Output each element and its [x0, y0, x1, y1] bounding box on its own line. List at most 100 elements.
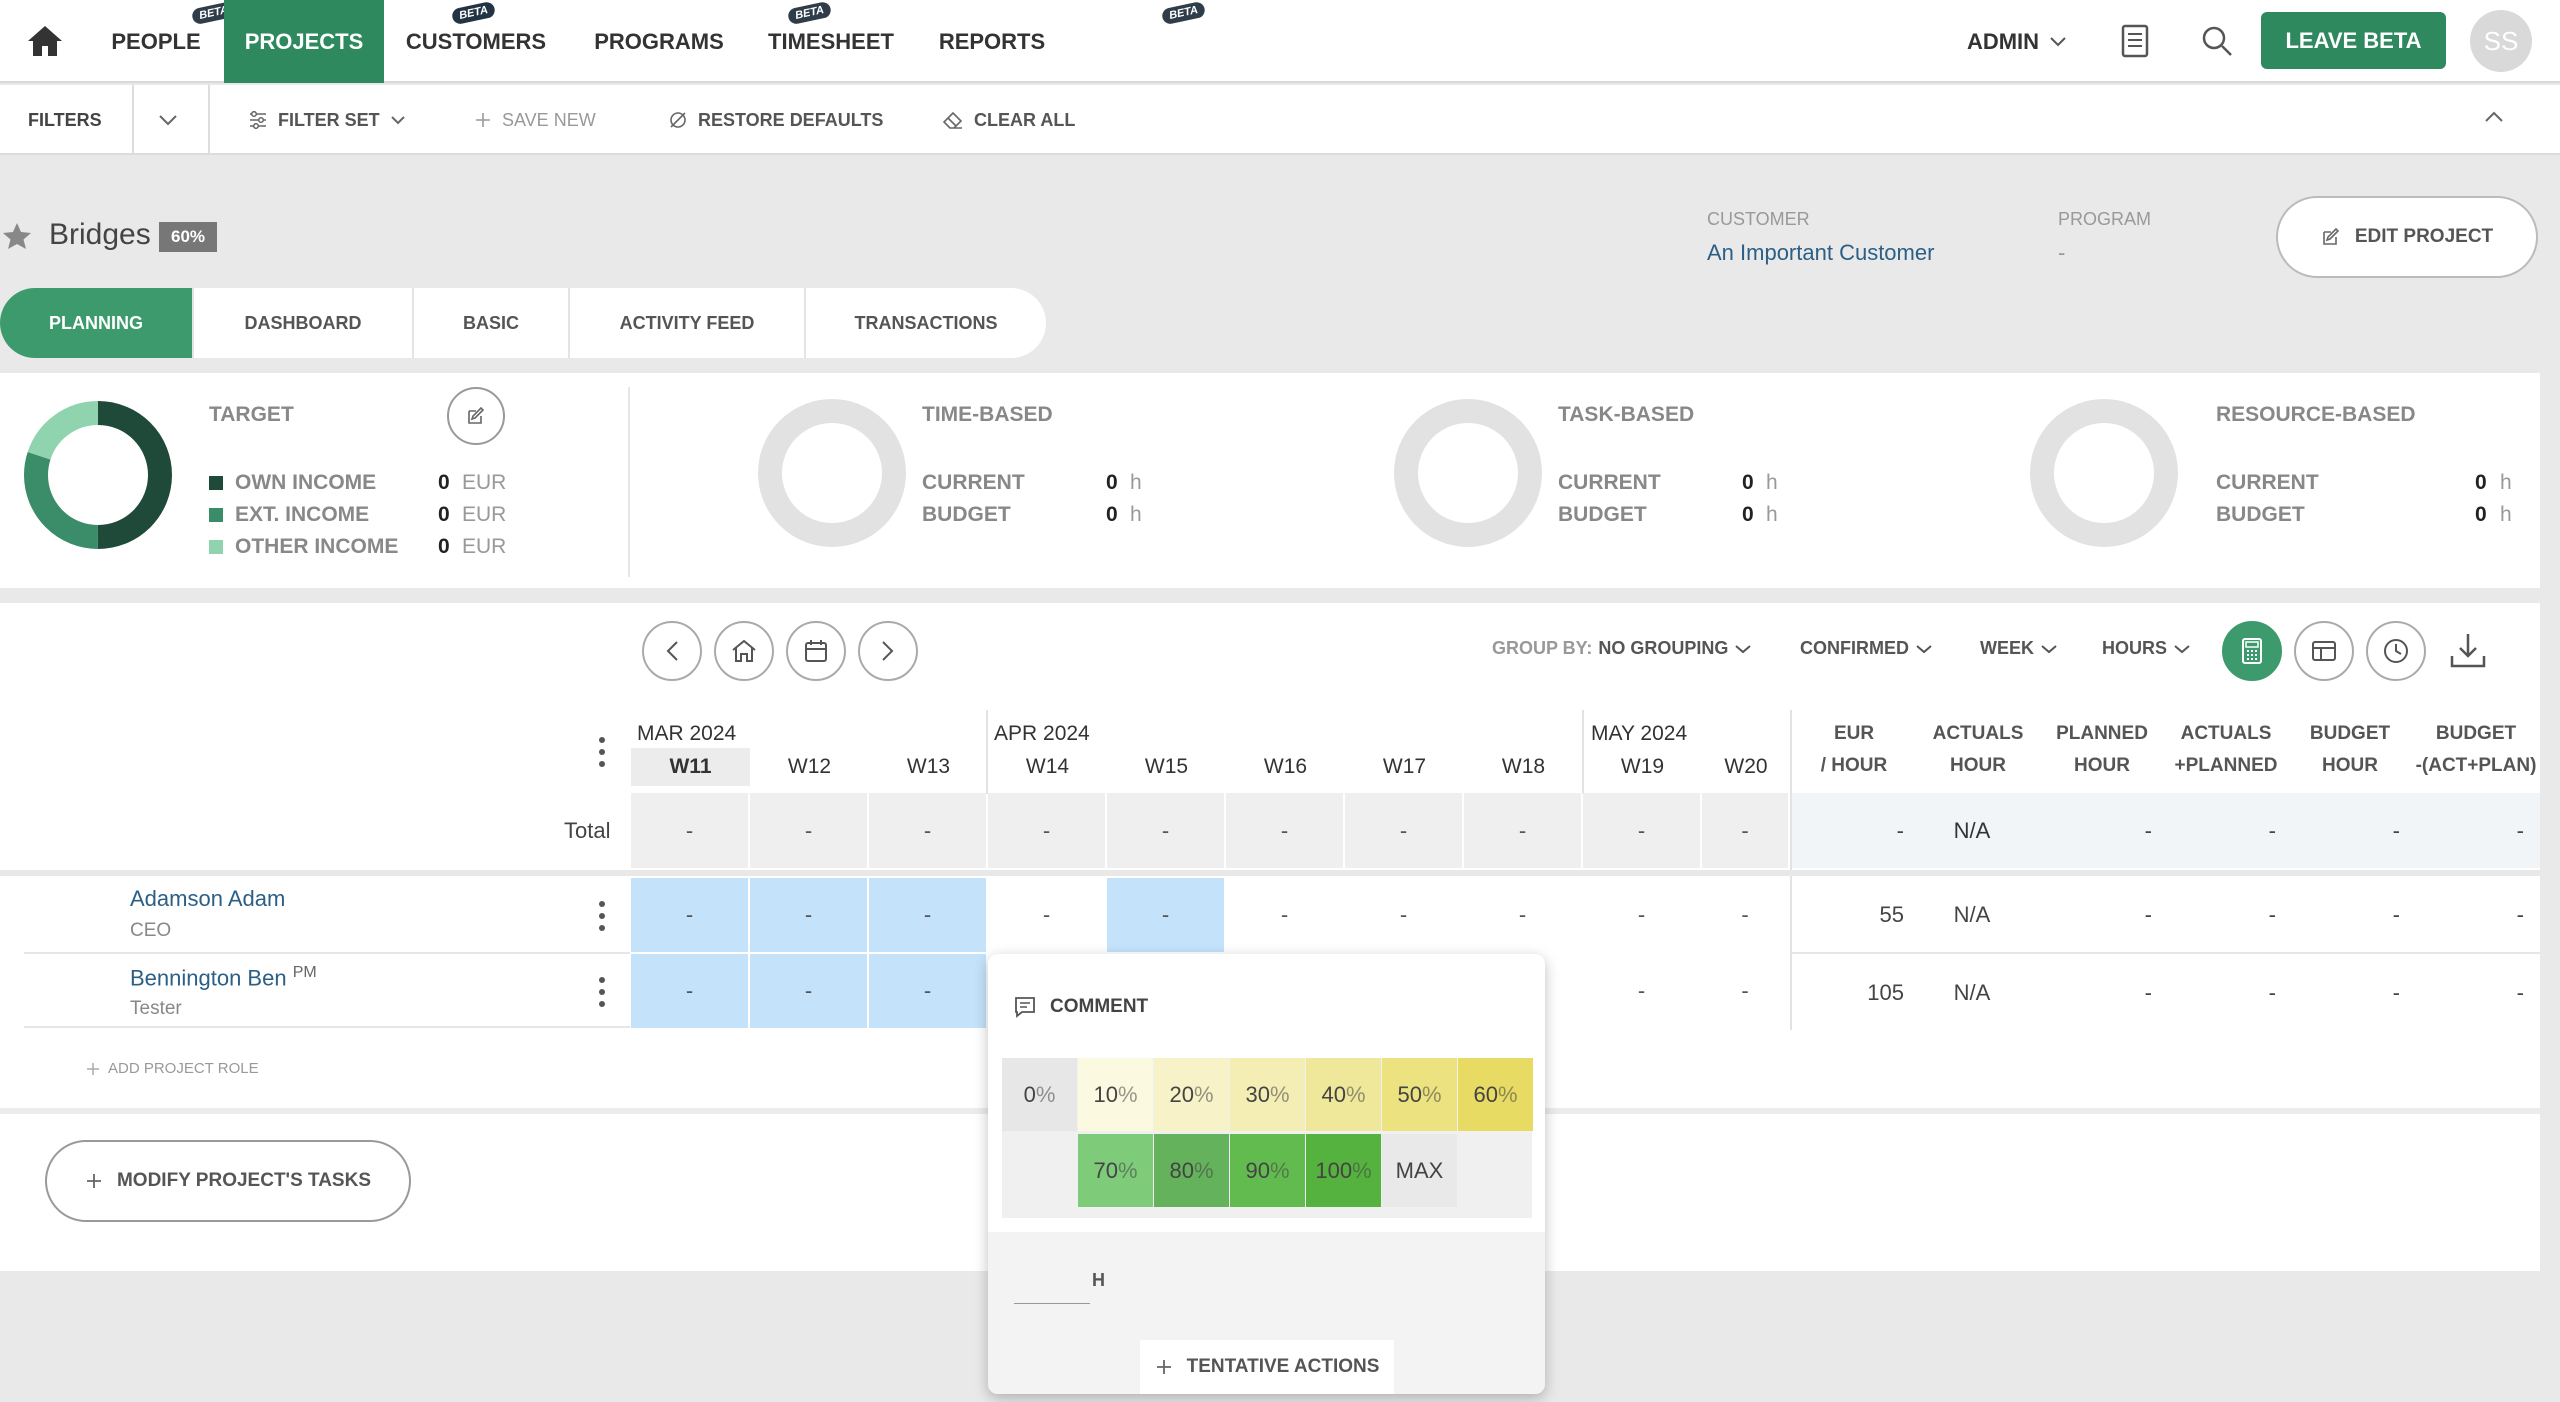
- total-week-cell[interactable]: -: [1583, 793, 1700, 868]
- week-header[interactable]: W16: [1263, 755, 1308, 778]
- favorite-star-icon[interactable]: [2, 222, 32, 250]
- table-view-button[interactable]: [2294, 621, 2354, 681]
- percent-option[interactable]: 70%: [1078, 1134, 1153, 1207]
- percent-option[interactable]: 90%: [1230, 1134, 1305, 1207]
- week-header[interactable]: W13: [906, 755, 951, 778]
- week-header[interactable]: W19: [1620, 755, 1665, 778]
- percent-option[interactable]: 100%: [1306, 1134, 1381, 1207]
- person-name[interactable]: Bennington Ben PM: [130, 964, 317, 991]
- allocation-cell[interactable]: -: [1042, 902, 1051, 927]
- resource-budget-label: BUDGET: [2216, 503, 2305, 526]
- admin-menu[interactable]: ADMIN: [1958, 0, 2076, 83]
- edit-project-button[interactable]: EDIT PROJECT: [2276, 196, 2538, 278]
- filter-set-dropdown[interactable]: FILTER SET: [248, 85, 406, 155]
- percent-option[interactable]: 50%: [1382, 1058, 1457, 1131]
- allocation-cell[interactable]: -: [631, 954, 748, 1028]
- allocation-cell[interactable]: -: [750, 954, 867, 1028]
- total-week-cell[interactable]: -: [869, 793, 986, 868]
- status-dropdown[interactable]: CONFIRMED: [1800, 638, 1933, 659]
- next-period-button[interactable]: [858, 621, 918, 681]
- tab-transactions[interactable]: TRANSACTIONS: [854, 312, 998, 333]
- week-header[interactable]: W14: [1025, 755, 1070, 778]
- allocation-cell[interactable]: -: [1280, 902, 1289, 927]
- week-header[interactable]: W18: [1501, 755, 1546, 778]
- week-header[interactable]: W11: [631, 748, 750, 786]
- tab-activity-feed[interactable]: ACTIVITY FEED: [570, 288, 806, 358]
- total-week-cell[interactable]: -: [1345, 793, 1462, 868]
- leave-beta-button[interactable]: LEAVE BETA: [2261, 12, 2446, 69]
- row-options-icon[interactable]: [592, 898, 612, 934]
- download-icon[interactable]: [2448, 630, 2488, 670]
- total-week-cell[interactable]: -: [1702, 793, 1788, 868]
- allocation-cell[interactable]: -: [869, 878, 986, 952]
- person-name[interactable]: Adamson Adam: [130, 886, 286, 911]
- nav-customers[interactable]: BETA CUSTOMERS: [396, 0, 833, 83]
- total-week-cell[interactable]: -: [988, 793, 1105, 868]
- customer-link[interactable]: An Important Customer: [1707, 240, 1935, 265]
- timeline-view-button[interactable]: [2366, 621, 2426, 681]
- percent-option[interactable]: 0%: [1002, 1058, 1077, 1131]
- save-new-button[interactable]: SAVE NEW: [474, 85, 596, 155]
- edit-target-button[interactable]: [447, 387, 505, 445]
- nav-reports[interactable]: REPORTS: [932, 0, 1052, 83]
- percent-option[interactable]: 60%: [1458, 1058, 1533, 1131]
- hours-input[interactable]: [1014, 1272, 1090, 1304]
- edit-project-label: EDIT PROJECT: [2354, 226, 2494, 247]
- allocation-cell[interactable]: -: [1399, 902, 1408, 927]
- avatar[interactable]: SS: [2470, 10, 2532, 72]
- nav-people[interactable]: BETA PEOPLE: [100, 0, 237, 83]
- total-week-cell[interactable]: -: [1107, 793, 1224, 868]
- tab-basic[interactable]: BASIC: [414, 288, 570, 358]
- allocation-cell[interactable]: -: [869, 954, 986, 1028]
- unit-dropdown[interactable]: HOURS: [2102, 638, 2191, 659]
- week-header[interactable]: W20: [1724, 755, 1768, 778]
- date-picker-button[interactable]: [786, 621, 846, 681]
- modify-tasks-button[interactable]: MODIFY PROJECT'S TASKS: [45, 1140, 411, 1222]
- nav-projects[interactable]: BETA PROJECTS: [224, 0, 497, 83]
- group-by-dropdown[interactable]: GROUP BY: NO GROUPING: [1492, 638, 1752, 659]
- allocation-cell[interactable]: -: [1518, 902, 1527, 927]
- percent-option[interactable]: 30%: [1230, 1058, 1305, 1131]
- week-header[interactable]: W12: [787, 755, 832, 778]
- allocation-cell[interactable]: -: [750, 878, 867, 952]
- allocation-cell[interactable]: -: [1637, 978, 1646, 1003]
- period-dropdown[interactable]: WEEK: [1980, 638, 2058, 659]
- edit-icon: [468, 406, 485, 424]
- allocation-cell[interactable]: -: [1107, 878, 1224, 952]
- home-icon[interactable]: [26, 24, 64, 58]
- week-header[interactable]: W17: [1382, 755, 1427, 778]
- percent-option[interactable]: 80%: [1154, 1134, 1229, 1207]
- tab-planning[interactable]: PLANNING: [0, 288, 194, 358]
- nav-timesheet[interactable]: TIMESHEET: [764, 0, 898, 83]
- grid-options-icon[interactable]: [592, 734, 612, 770]
- percent-option[interactable]: 10%: [1078, 1058, 1153, 1131]
- allocation-cell[interactable]: -: [631, 878, 748, 952]
- prev-period-button[interactable]: [642, 621, 702, 681]
- collapse-filters-icon[interactable]: [2484, 111, 2504, 123]
- total-week-cell[interactable]: -: [631, 793, 748, 868]
- restore-defaults-button[interactable]: RESTORE DEFAULTS: [668, 85, 883, 155]
- add-project-role-button[interactable]: ADD PROJECT ROLE: [86, 1060, 259, 1077]
- clear-all-button[interactable]: CLEAR ALL: [942, 85, 1075, 155]
- row-options-icon[interactable]: [592, 974, 612, 1010]
- notebook-icon[interactable]: [2120, 24, 2150, 58]
- percent-option[interactable]: 20%: [1154, 1058, 1229, 1131]
- comment-button[interactable]: COMMENT: [1014, 996, 1148, 1018]
- percent-option-max[interactable]: MAX: [1382, 1134, 1457, 1207]
- allocation-cell[interactable]: -: [1741, 902, 1749, 927]
- total-week-cell[interactable]: -: [1226, 793, 1343, 868]
- tab-dashboard[interactable]: DASHBOARD: [194, 288, 414, 358]
- week-header[interactable]: W15: [1144, 755, 1189, 778]
- calculator-view-button[interactable]: [2222, 621, 2282, 681]
- filters-toggle[interactable]: [158, 85, 178, 155]
- tentative-actions-button[interactable]: TENTATIVE ACTIONS: [1140, 1340, 1394, 1394]
- nav-programs[interactable]: BETA PROGRAMS: [584, 0, 1207, 83]
- allocation-cell[interactable]: -: [1741, 978, 1749, 1003]
- percent-option[interactable]: 40%: [1306, 1058, 1381, 1131]
- allocation-cell[interactable]: -: [1637, 902, 1646, 927]
- search-icon[interactable]: [2200, 24, 2234, 58]
- percent-sign: %: [1269, 1157, 1290, 1183]
- total-week-cell[interactable]: -: [750, 793, 867, 868]
- today-button[interactable]: [714, 621, 774, 681]
- total-week-cell[interactable]: -: [1464, 793, 1581, 868]
